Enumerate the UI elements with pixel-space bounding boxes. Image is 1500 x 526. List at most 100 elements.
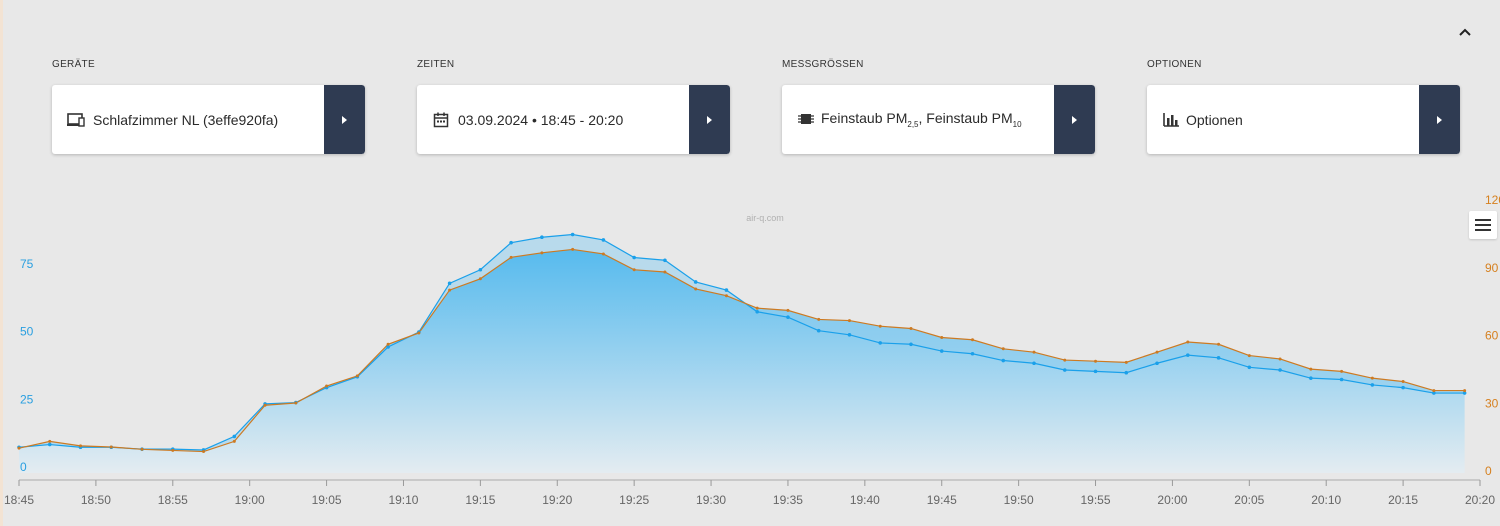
data-point-pm10 — [79, 444, 83, 448]
data-point-pm25 — [1124, 370, 1129, 375]
data-point-pm25 — [1278, 368, 1282, 372]
y-right-tick-label: 90 — [1485, 261, 1499, 275]
times-select-box[interactable]: 03.09.2024 • 18:45 - 20:20 — [417, 85, 730, 154]
data-point-pm10 — [1155, 350, 1159, 354]
data-point-pm25 — [570, 232, 575, 237]
metrics-value: Feinstaub PM2,5, Feinstaub PM10 — [821, 110, 1022, 129]
data-point-pm25 — [1216, 356, 1221, 360]
devices-open-button[interactable] — [324, 85, 365, 154]
y-left-tick-label: 0 — [20, 460, 27, 474]
data-point-pm25 — [540, 235, 544, 240]
series-line-pm10 — [18, 248, 1465, 453]
data-point-pm10 — [1340, 369, 1344, 373]
data-point-pm10 — [632, 268, 636, 272]
times-selector: ZEITEN 03.09.2024 • 18:45 - 20:20 — [417, 58, 730, 154]
x-tick-label: 18:45 — [4, 493, 34, 507]
data-point-pm25 — [847, 332, 852, 337]
caret-right-icon — [707, 115, 712, 124]
devices-selector: GERÄTE Schlafzimmer NL (3effe920fa) — [52, 58, 365, 154]
data-point-pm10 — [663, 270, 667, 274]
data-point-pm10 — [509, 255, 513, 259]
data-point-pm10 — [417, 331, 421, 335]
data-point-pm10 — [1463, 389, 1467, 393]
y-right-tick-label: 30 — [1485, 396, 1499, 410]
data-point-pm25 — [1155, 361, 1159, 366]
data-point-pm25 — [1339, 377, 1344, 382]
y-right-tick-label: 120 — [1485, 193, 1500, 207]
x-tick-label: 19:25 — [619, 493, 649, 507]
data-point-pm25 — [1247, 365, 1252, 370]
devices-select-box[interactable]: Schlafzimmer NL (3effe920fa) — [52, 85, 365, 154]
data-point-pm10 — [970, 338, 974, 342]
x-tick-label: 19:50 — [1004, 493, 1034, 507]
data-point-pm10 — [1247, 354, 1251, 358]
y-left-tick-label: 50 — [20, 325, 34, 339]
x-tick-label: 19:55 — [1081, 493, 1111, 507]
options-open-button[interactable] — [1419, 85, 1460, 154]
metrics-select-box[interactable]: Feinstaub PM2,5, Feinstaub PM10 — [782, 85, 1095, 154]
x-tick-label: 18:50 — [81, 493, 111, 507]
data-point-pm25 — [693, 280, 698, 284]
chart-menu-button[interactable] — [1469, 211, 1497, 239]
data-point-pm10 — [171, 448, 175, 452]
y-right-tick-label: 60 — [1485, 329, 1499, 343]
x-tick-label: 18:55 — [158, 493, 188, 507]
x-tick-label: 20:00 — [1157, 493, 1187, 507]
data-point-pm25 — [1432, 391, 1436, 395]
metrics-open-button[interactable] — [1054, 85, 1095, 154]
x-tick-label: 19:10 — [388, 493, 418, 507]
options-selector: OPTIONEN Optionen — [1147, 58, 1460, 154]
chevron-up-icon — [1459, 28, 1471, 36]
times-open-button[interactable] — [689, 85, 730, 154]
data-point-pm10 — [232, 439, 236, 443]
data-point-pm10 — [694, 287, 698, 291]
data-point-pm25 — [447, 281, 452, 286]
devices-icon — [67, 111, 85, 129]
x-tick-label: 19:00 — [235, 493, 265, 507]
hamburger-menu-icon — [1475, 219, 1491, 231]
data-point-pm25 — [601, 238, 606, 242]
data-point-pm10 — [109, 445, 113, 449]
data-point-pm25 — [786, 315, 790, 319]
series-area-pm10 — [19, 249, 1465, 473]
data-point-pm10 — [540, 251, 544, 255]
metrics-label: MESSGRÖSSEN — [782, 59, 864, 70]
data-point-pm25 — [1093, 369, 1098, 374]
data-point-pm10 — [17, 446, 21, 450]
data-point-pm25 — [1462, 391, 1467, 395]
collapse-panel-button[interactable] — [1455, 22, 1475, 42]
data-point-pm10 — [571, 247, 575, 251]
caret-right-icon — [1072, 115, 1077, 124]
data-point-pm10 — [909, 326, 913, 330]
data-point-pm10 — [263, 403, 267, 407]
y-right-tick-label: 0 — [1485, 464, 1492, 478]
x-tick-label: 19:35 — [773, 493, 803, 507]
data-point-pm10 — [325, 384, 329, 388]
data-point-pm10 — [140, 447, 144, 451]
data-point-pm25 — [386, 345, 390, 349]
data-point-pm10 — [1309, 367, 1313, 371]
x-tick-label: 20:05 — [1234, 493, 1264, 507]
data-point-pm10 — [478, 277, 482, 281]
data-point-pm25 — [755, 309, 759, 314]
options-select-box[interactable]: Optionen — [1147, 85, 1460, 154]
data-point-pm10 — [294, 401, 298, 405]
data-point-pm10 — [202, 450, 206, 454]
data-point-pm10 — [878, 324, 882, 328]
data-point-pm25 — [1032, 361, 1036, 366]
y-left-tick-label: 75 — [20, 257, 34, 271]
data-point-pm25 — [816, 328, 821, 333]
x-tick-label: 20:15 — [1388, 493, 1418, 507]
times-label: ZEITEN — [417, 59, 455, 70]
data-point-pm25 — [970, 351, 975, 356]
data-point-pm10 — [1063, 358, 1067, 362]
data-point-pm25 — [1401, 385, 1405, 390]
data-point-pm25 — [1186, 353, 1190, 357]
metrics-selector: MESSGRÖSSEN Feinstaub PM2,5, Feinstaub P… — [782, 58, 1095, 154]
data-point-pm10 — [48, 439, 52, 443]
devices-value: Schlafzimmer NL (3effe920fa) — [93, 111, 279, 128]
data-point-pm25 — [478, 267, 483, 272]
data-point-pm25 — [1309, 376, 1313, 380]
data-point-pm10 — [448, 288, 452, 292]
data-point-pm25 — [632, 255, 636, 260]
